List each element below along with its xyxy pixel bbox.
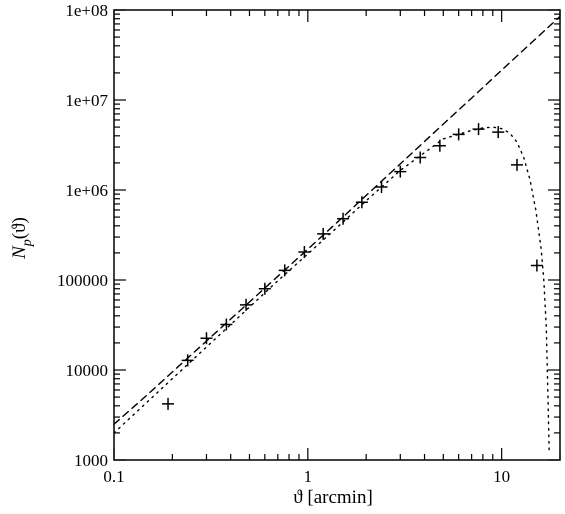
data-point [530, 259, 543, 272]
data-point [375, 180, 388, 193]
data-point [181, 354, 194, 367]
y-axis-label-arg: (ϑ) [9, 217, 30, 239]
data-point [220, 318, 233, 331]
series-points [162, 123, 543, 410]
data-point [472, 123, 485, 136]
y-axis: 1000 10000 100000 1e+06 1e+07 1e+08 [57, 1, 560, 470]
series-line-dotted [113, 126, 550, 454]
data-point [258, 282, 271, 295]
data-point [452, 128, 465, 141]
data-point [278, 264, 291, 277]
plot-area [113, 9, 561, 461]
plot-frame [113, 9, 561, 461]
data-point [298, 245, 311, 258]
x-tick-label: 1 [304, 467, 313, 486]
data-point [414, 151, 427, 164]
data-point [337, 212, 350, 225]
data-point [355, 196, 368, 209]
data-point [433, 139, 446, 152]
x-tick-label: 10 [493, 467, 510, 486]
y-tick-label: 1e+07 [65, 91, 108, 110]
data-point [162, 397, 175, 410]
y-tick-label: 1000 [74, 451, 108, 470]
data-point [394, 165, 407, 178]
data-point [200, 332, 213, 345]
y-tick-label: 10000 [66, 361, 109, 380]
y-tick-label: 1e+06 [65, 181, 108, 200]
y-axis-label: Np(ϑ) [9, 217, 35, 260]
series-layer [113, 15, 561, 454]
x-axis: 0.1 1 10 [103, 10, 561, 486]
svg-text:Np(ϑ): Np(ϑ) [9, 217, 35, 260]
y-tick-label: 1e+08 [65, 1, 108, 20]
y-axis-label-main: N [9, 245, 30, 260]
y-axis-label-sub: p [20, 239, 35, 247]
y-tick-label: 100000 [57, 271, 108, 290]
series-line-dashed [113, 15, 561, 425]
data-point [317, 227, 330, 240]
data-point [511, 158, 523, 171]
data-point [492, 126, 505, 139]
x-axis-label: ϑ [arcmin] [293, 487, 373, 508]
x-tick-label: 0.1 [103, 467, 124, 486]
data-point [240, 298, 253, 311]
